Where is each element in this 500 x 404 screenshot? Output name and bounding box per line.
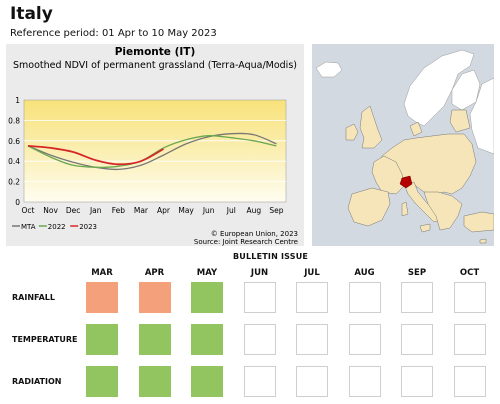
europe-map-svg	[312, 44, 494, 246]
month-header-sep: SEP	[407, 268, 427, 278]
chart-xtick-label: Feb	[112, 206, 126, 215]
month-header-apr: APR	[144, 268, 165, 278]
map-iceland	[315, 61, 343, 78]
map-piemonte-highlight	[399, 175, 413, 189]
map-france	[371, 155, 405, 195]
month-header-jun: JUN	[250, 268, 269, 278]
reference-period: Reference period: 01 Apr to 10 May 2023	[10, 28, 217, 39]
chart-ytick-label: 0.6	[8, 137, 20, 146]
europe-map	[312, 44, 494, 246]
ndvi-chart-svg: Piemonte (IT) Smoothed NDVI of permanent…	[8, 46, 298, 246]
bulletin-grid: BULLETIN ISSUE MAR APR MAY JUN JUL AUG SEP OCT …	[0, 252, 500, 402]
status-cell-temperature-apr	[138, 324, 171, 355]
series-line-2023	[27, 145, 164, 166]
status-cell-rainfall-jul	[296, 282, 328, 313]
chart-xtick-label: Jan	[89, 206, 102, 215]
status-cell-radiation-may	[191, 366, 223, 397]
bulletin-issue-header: BULLETIN ISSUE	[233, 252, 309, 261]
status-cell-rainfall-aug	[348, 282, 381, 313]
chart-xtick-label: Jul	[226, 206, 236, 215]
status-cell-radiation-aug	[348, 366, 381, 397]
map-ireland	[345, 123, 359, 141]
map-balkans	[423, 191, 463, 231]
chart-title: Piemonte (IT)	[115, 46, 196, 58]
ndvi-chart: Piemonte (IT) Smoothed NDVI of permanent…	[6, 44, 304, 246]
status-cell-rainfall-apr	[138, 282, 171, 313]
chart-xtick-label: Mar	[134, 206, 149, 215]
map-denmark	[409, 121, 423, 137]
chart-xtick-label: Sep	[269, 206, 283, 215]
legend-label: 2022	[48, 223, 66, 231]
status-cell-radiation-sep	[401, 366, 433, 397]
row-label-radiation: RADIATION	[12, 377, 62, 386]
chart-xtick-label: Oct	[22, 206, 35, 215]
month-header-mar: MAR	[91, 268, 113, 278]
map-finland	[451, 69, 481, 111]
status-cell-rainfall-jun	[243, 282, 276, 313]
map-britain	[359, 105, 383, 149]
status-cell-rainfall-mar	[86, 282, 118, 313]
legend-label: 2023	[79, 223, 97, 231]
legend-label: MTA	[21, 223, 36, 231]
chart-copyright: © European Union, 2023	[211, 230, 298, 238]
status-cell-temperature-may	[191, 324, 223, 355]
status-cell-radiation-jun	[243, 366, 276, 397]
chart-ytick-label: 0.4	[8, 157, 20, 166]
status-cell-rainfall-oct	[453, 282, 486, 313]
map-baltics	[449, 109, 471, 133]
row-label-temperature: TEMPERATURE	[12, 335, 78, 344]
month-header-jul: JUL	[304, 268, 320, 278]
status-cell-radiation-mar	[86, 366, 118, 397]
plot-area	[23, 99, 287, 203]
map-russia	[469, 77, 494, 155]
map-iberia	[347, 187, 391, 227]
status-cell-radiation-jul	[296, 366, 328, 397]
status-cell-temperature-jun	[243, 324, 276, 355]
status-cell-rainfall-sep	[401, 282, 433, 313]
chart-xtick-label: May	[178, 206, 194, 215]
month-header-may: MAY	[196, 268, 218, 278]
chart-xtick-label: Nov	[43, 206, 58, 215]
month-header-oct: OCT	[459, 268, 480, 278]
page-title: Italy	[10, 4, 53, 24]
map-sicily	[419, 223, 431, 233]
chart-xtick-label: Jun	[202, 206, 215, 215]
row-label-rainfall: RAINFALL	[12, 293, 55, 302]
chart-ytick-label: 1	[15, 96, 20, 105]
status-cell-temperature-sep	[401, 324, 433, 355]
chart-ytick-label: 0.8	[8, 116, 20, 125]
chart-source: Source: Joint Research Centre	[194, 238, 298, 246]
chart-ytick-label: 0	[15, 198, 20, 207]
chart-xtick-label: Aug	[247, 206, 262, 215]
status-cell-radiation-apr	[138, 366, 171, 397]
status-cell-temperature-jul	[296, 324, 328, 355]
status-cell-rainfall-may	[191, 282, 223, 313]
map-cyprus	[479, 238, 487, 244]
chart-xtick-label: Apr	[157, 206, 171, 215]
chart-subtitle: Smoothed NDVI of permanent grassland (Te…	[13, 60, 297, 71]
status-cell-radiation-oct	[453, 366, 486, 397]
month-header-aug: AUG	[354, 268, 375, 278]
status-cell-temperature-mar	[86, 324, 118, 355]
series-line-mta	[27, 132, 277, 171]
status-cell-temperature-aug	[348, 324, 381, 355]
chart-xtick-label: Dec	[66, 206, 81, 215]
status-cell-temperature-oct	[453, 324, 486, 355]
chart-ytick-label: 0.2	[8, 178, 20, 187]
map-sardinia	[401, 201, 409, 217]
map-turkey	[463, 211, 494, 233]
